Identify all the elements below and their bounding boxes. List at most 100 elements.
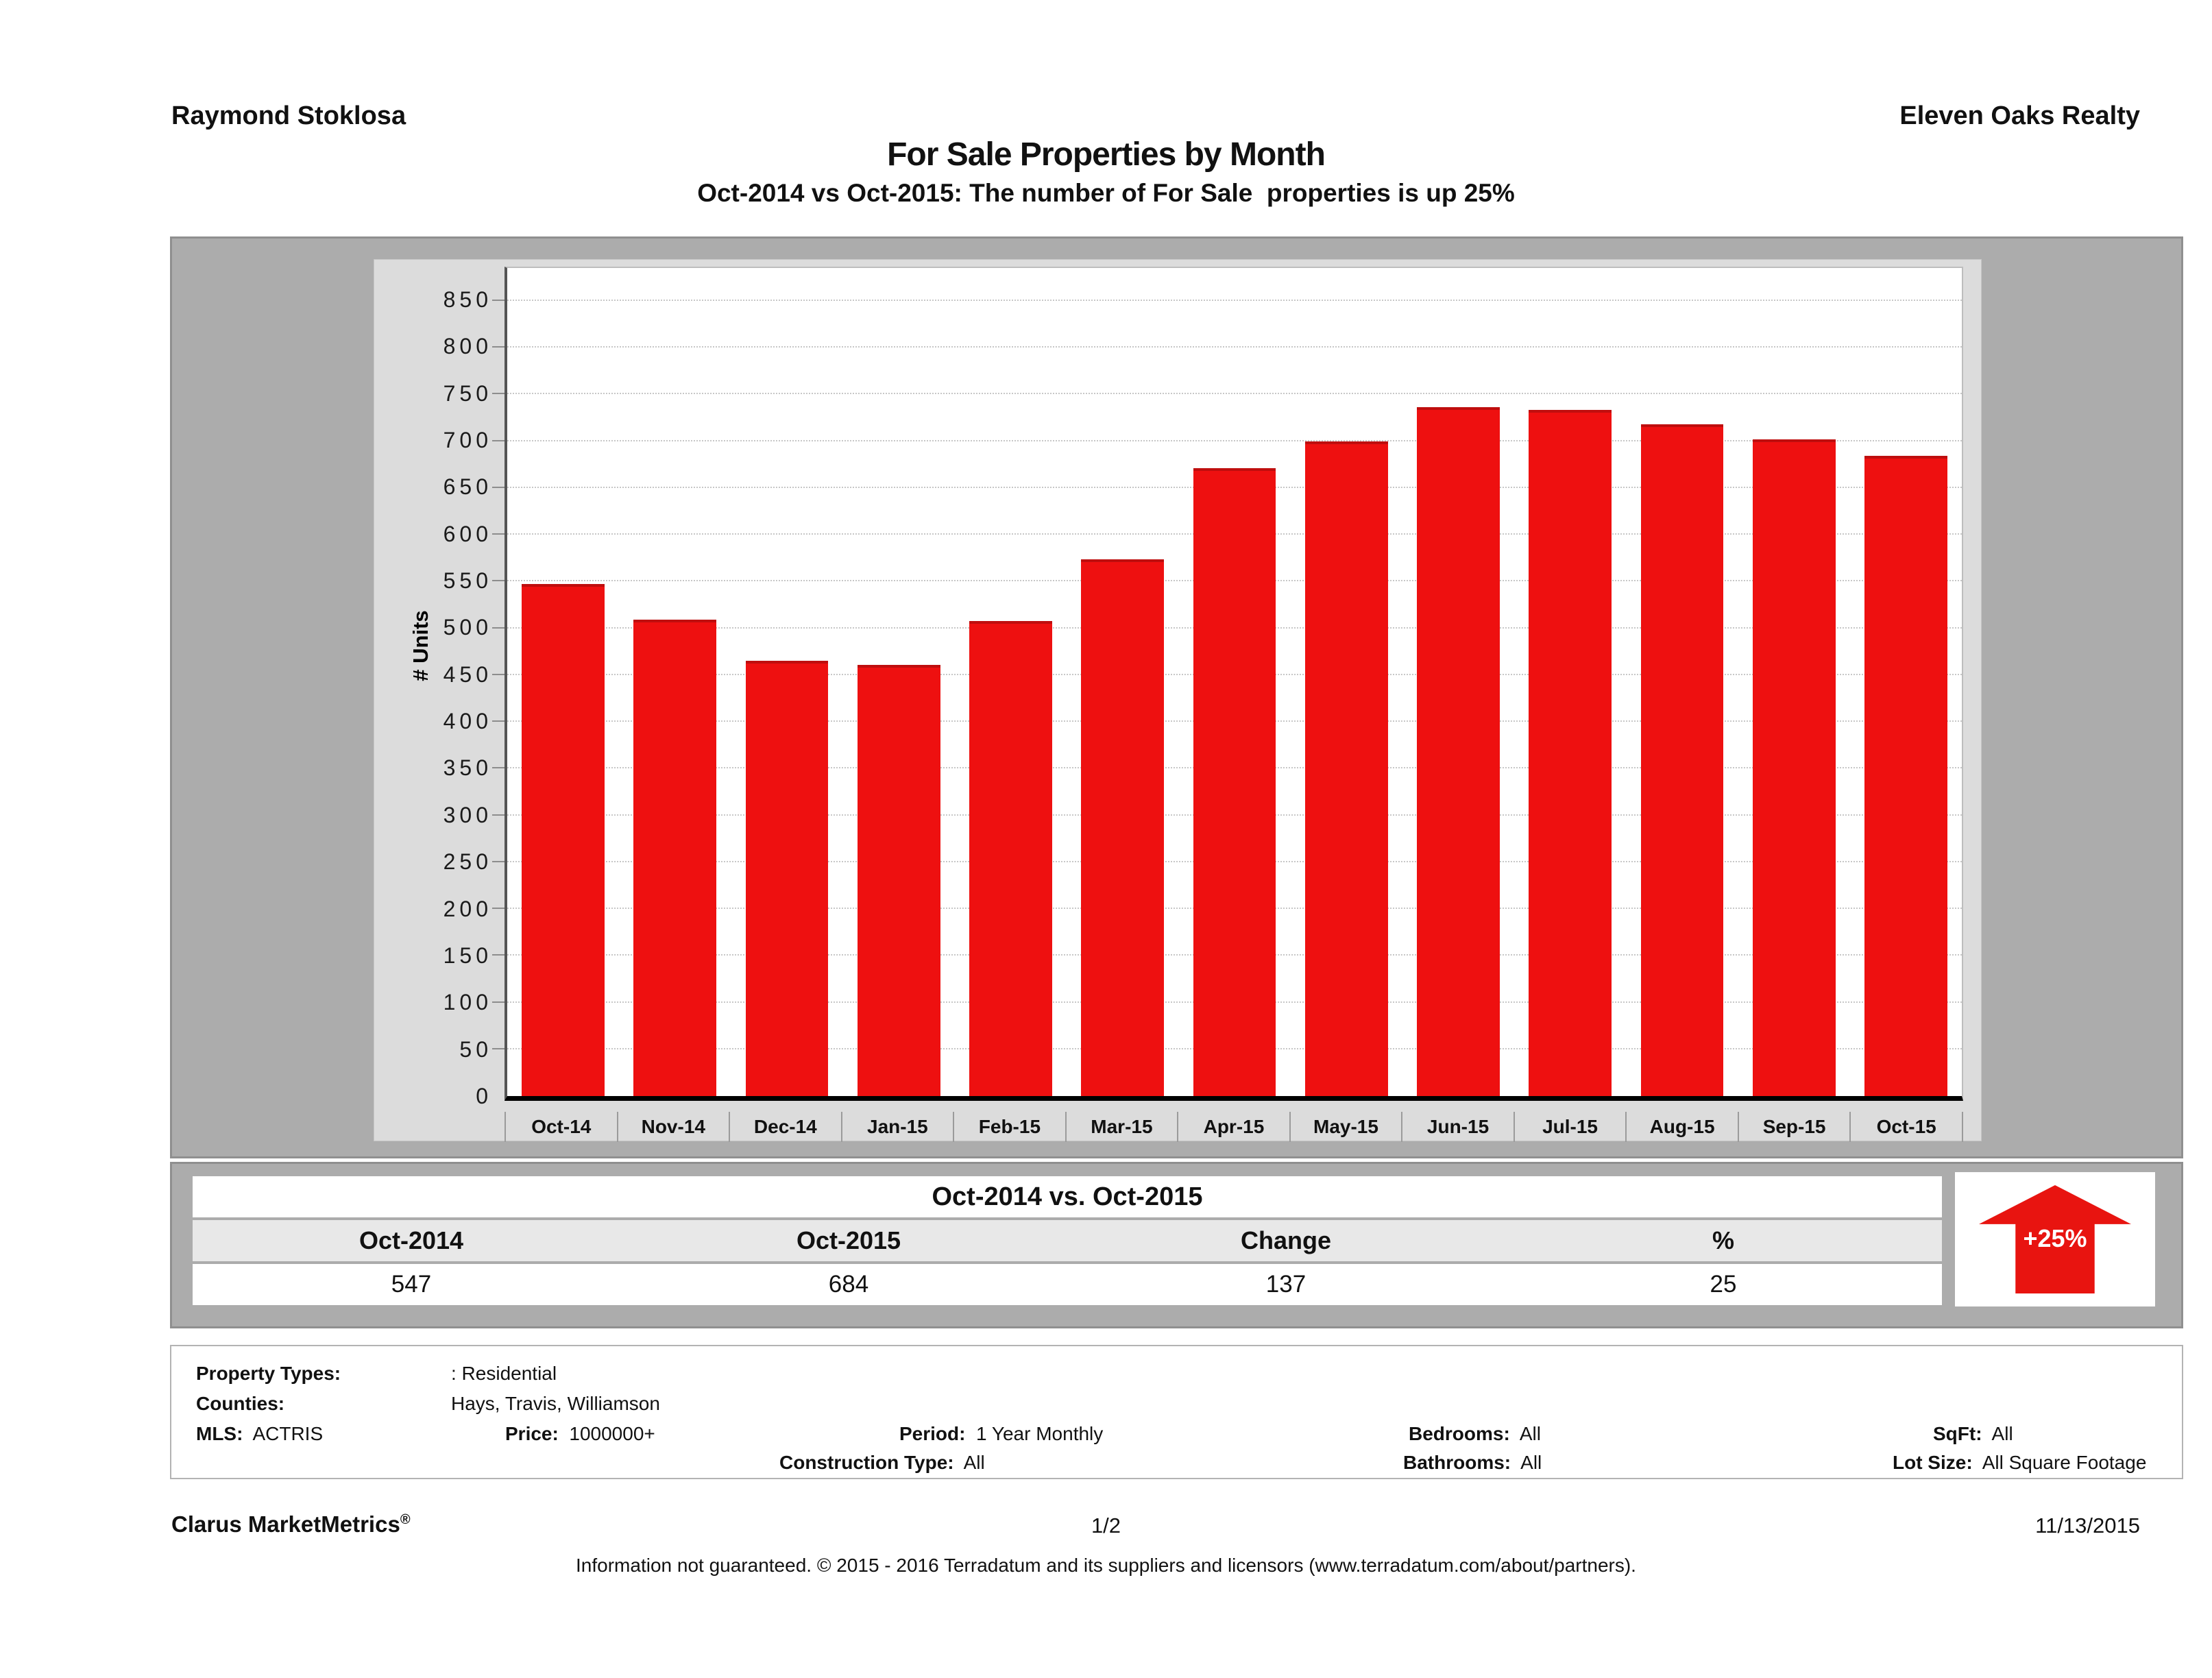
y-tick-mark: [492, 673, 505, 675]
period-field: Period: 1 Year Monthly: [899, 1423, 1103, 1445]
mls-label: MLS:: [196, 1423, 243, 1444]
y-tick-mark: [492, 720, 505, 722]
counties-label: Counties:: [196, 1393, 285, 1414]
y-axis-tick-labels: 0 50 100 150 200 250 300 350 400 450 500 550 600 650 7…: [374, 267, 492, 1108]
construction-label: Construction Type:: [779, 1452, 954, 1473]
period-label: Period:: [899, 1423, 966, 1444]
x-label-apr-15: Apr-15: [1177, 1112, 1289, 1142]
bar-aug-15: [1640, 424, 1724, 1096]
y-tick-mark: [492, 533, 505, 535]
y-tick-label-0: 0: [476, 1084, 492, 1108]
construction-value: All: [963, 1452, 985, 1473]
y-tick-mark: [492, 346, 505, 348]
registered-mark: ®: [400, 1512, 411, 1527]
criteria-box: Property Types: : Residential Counties: …: [170, 1345, 2183, 1479]
summary-table-title: Oct-2014 vs. Oct-2015: [193, 1176, 1942, 1217]
y-tick-mark: [492, 954, 505, 956]
company-name: Eleven Oaks Realty: [1899, 101, 2140, 130]
y-tick-label-400: 400: [443, 709, 492, 734]
bar-dec-14: [745, 661, 829, 1096]
price-label: Price:: [505, 1423, 559, 1444]
report-date: 11/13/2015: [2035, 1513, 2140, 1537]
bar-jul-15: [1529, 410, 1612, 1096]
y-tick-mark: [492, 486, 505, 488]
summary-table: Oct-2014 vs. Oct-2015 Oct-2014 Oct-2015 …: [193, 1176, 1942, 1305]
price-value: 1000000+: [569, 1423, 655, 1444]
x-label-may-15: May-15: [1289, 1112, 1402, 1142]
bar-slot-jan-15: [843, 268, 955, 1096]
y-tick-mark: [492, 299, 505, 301]
bar-slot-may-15: [1291, 268, 1402, 1096]
construction-field: Construction Type: All: [779, 1452, 985, 1474]
y-tick-mark: [492, 908, 505, 910]
title-block: For Sale Properties by Month Oct-2014 vs…: [62, 136, 2150, 208]
bar-slot-mar-15: [1067, 268, 1178, 1096]
summary-table-header-row: Oct-2014 Oct-2015 Change %: [193, 1220, 1942, 1261]
x-label-oct-14: Oct-14: [505, 1112, 617, 1142]
y-tick-label-150: 150: [443, 943, 492, 968]
counties-field: Counties:: [196, 1393, 284, 1415]
chart-panel: # Units 0 50 100 150 200 250 300 350 400 450 500 55…: [374, 259, 1982, 1144]
summary-col-header: %: [1712, 1226, 1734, 1254]
y-tick-mark: [492, 393, 505, 395]
mls-field: MLS: ACTRIS: [196, 1423, 323, 1445]
y-tick-label-850: 850: [443, 287, 492, 312]
y-tick-mark: [492, 627, 505, 629]
y-tick-mark: [492, 1047, 505, 1049]
y-tick-mark: [492, 1001, 505, 1003]
product-brand: Clarus MarketMetrics®: [171, 1511, 411, 1537]
y-tick-label-800: 800: [443, 334, 492, 359]
bar-slot-apr-15: [1178, 268, 1290, 1096]
bar-feb-15: [969, 620, 1052, 1096]
bar-slot-feb-15: [955, 268, 1067, 1096]
summary-col-header: Oct-2014: [358, 1226, 464, 1254]
bar-mar-15: [1081, 559, 1165, 1096]
sqft-field: SqFt: All: [1933, 1423, 2013, 1445]
gridline-800: [507, 346, 1962, 348]
bedrooms-field: Bedrooms: All: [1409, 1423, 1541, 1445]
bar-slot-oct-14: [507, 268, 619, 1096]
x-label-mar-15: Mar-15: [1065, 1112, 1178, 1142]
report-subtitle: Oct-2014 vs Oct-2015: The number of For …: [697, 179, 1515, 207]
trend-percent-label: +25%: [2023, 1224, 2087, 1252]
x-label-nov-14: Nov-14: [616, 1112, 729, 1142]
lot-size-value: All Square Footage: [1982, 1452, 2147, 1473]
y-tick-label-750: 750: [443, 380, 492, 406]
mls-value: ACTRIS: [252, 1423, 324, 1444]
x-axis-labels: Oct-14 Nov-14 Dec-14 Jan-15 Feb-15 Mar-15 Apr-…: [505, 1110, 1963, 1144]
y-tick-mark: [492, 439, 505, 441]
chart-container: # Units 0 50 100 150 200 250 300 350 400 450 500 55…: [170, 236, 2183, 1158]
disclaimer: Information not guaranteed. © 2015 - 201…: [576, 1555, 1636, 1576]
bathrooms-value: All: [1520, 1452, 1542, 1473]
brand-text: Clarus MarketMetrics: [171, 1511, 400, 1537]
x-label-dec-14: Dec-14: [729, 1112, 841, 1142]
trend-badge-box: +25%: [1955, 1172, 2155, 1306]
x-label-jul-15: Jul-15: [1513, 1112, 1626, 1142]
bar-jun-15: [1417, 407, 1500, 1096]
sqft-value: All: [1991, 1423, 2013, 1444]
lot-size-label: Lot Size:: [1893, 1452, 1973, 1473]
y-tick-label-550: 550: [443, 568, 492, 594]
bar-may-15: [1304, 441, 1388, 1096]
y-tick-label-500: 500: [443, 615, 492, 640]
bathrooms-label: Bathrooms:: [1403, 1452, 1511, 1473]
y-tick-label-450: 450: [443, 661, 492, 687]
y-tick-label-350: 350: [443, 755, 492, 781]
x-label-feb-15: Feb-15: [953, 1112, 1065, 1142]
bar-slot-jul-15: [1514, 268, 1626, 1096]
y-tick-label-100: 100: [443, 990, 492, 1015]
y-tick-mark: [492, 860, 505, 862]
bar-slot-dec-14: [731, 268, 842, 1096]
x-label-jan-15: Jan-15: [840, 1112, 953, 1142]
plot-area: [492, 267, 1963, 1101]
x-label-jun-15: Jun-15: [1401, 1112, 1514, 1142]
y-tick-label-300: 300: [443, 802, 492, 827]
summary-col-header: Oct-2015: [796, 1226, 901, 1254]
gridline-700: [507, 439, 1962, 441]
summary-col-header: Change: [1240, 1226, 1331, 1254]
summary-value: 684: [828, 1271, 869, 1298]
summary-band: Oct-2014 vs. Oct-2015 Oct-2014 Oct-2015 …: [170, 1162, 2183, 1328]
gridline-850: [507, 299, 1962, 301]
property-types-label: Property Types:: [196, 1363, 341, 1384]
bedrooms-label: Bedrooms:: [1409, 1423, 1510, 1444]
